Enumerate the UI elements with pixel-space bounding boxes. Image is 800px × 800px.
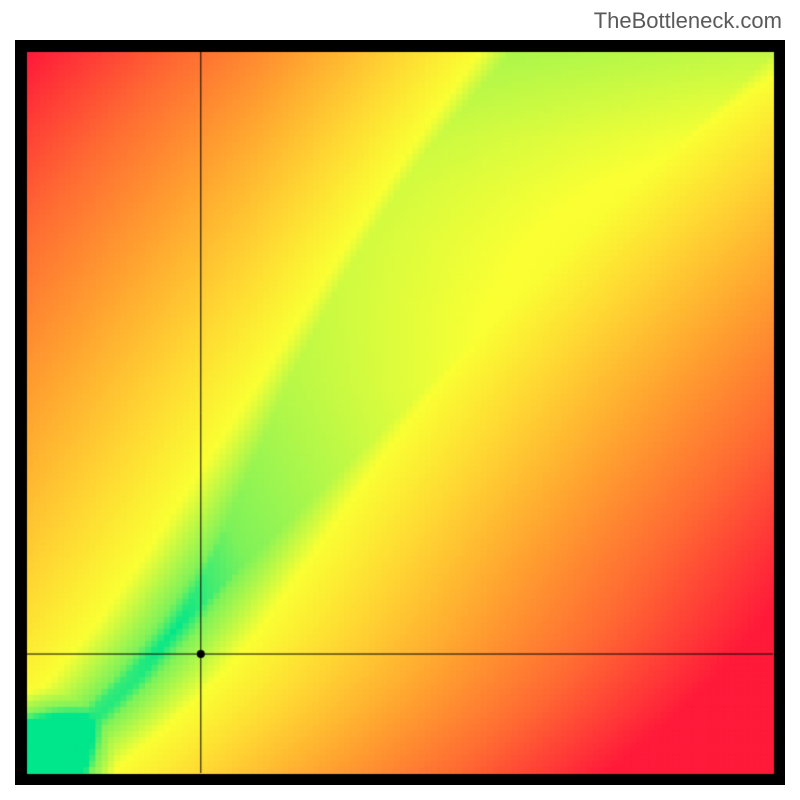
watermark-text: TheBottleneck.com	[594, 8, 782, 34]
chart-container: TheBottleneck.com	[0, 0, 800, 800]
heatmap-plot	[15, 40, 785, 785]
heatmap-canvas	[15, 40, 785, 785]
